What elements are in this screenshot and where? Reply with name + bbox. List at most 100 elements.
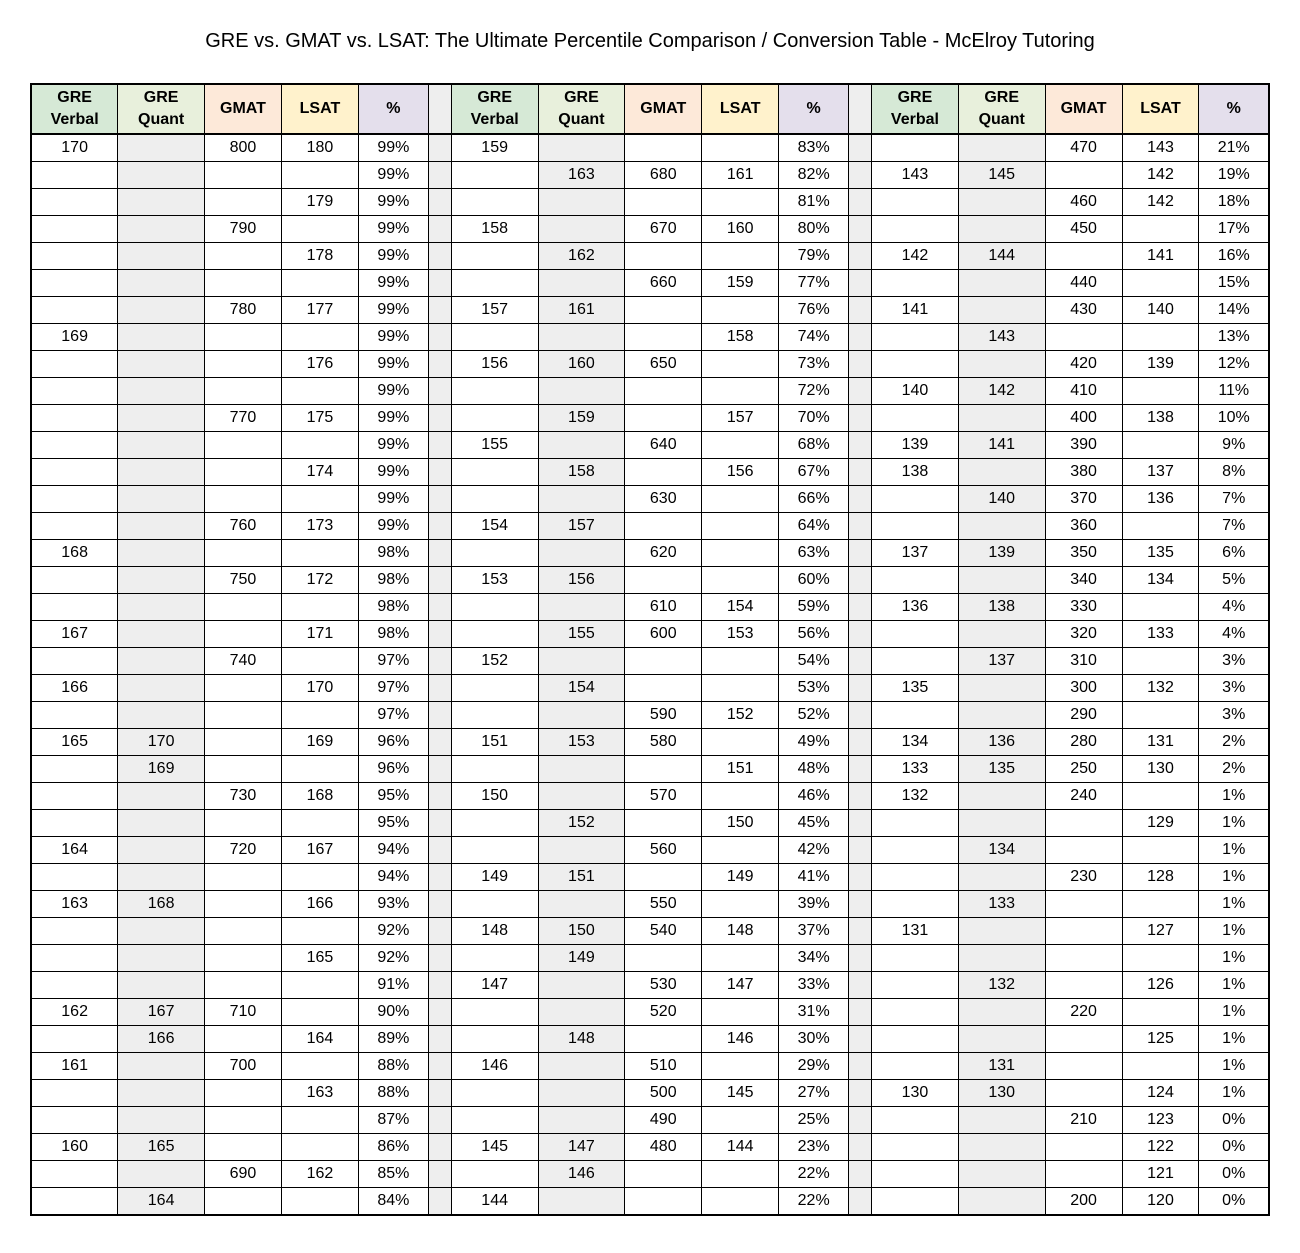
cell-percent: 3%: [1199, 675, 1269, 702]
cell-percent: 95%: [358, 810, 428, 837]
section-separator: [849, 864, 872, 891]
section-separator: [428, 1161, 451, 1188]
cell-lsat: [281, 432, 358, 459]
cell-lsat: [1122, 891, 1199, 918]
cell-lsat: 128: [1122, 864, 1199, 891]
col-header-percent: %: [779, 84, 849, 134]
cell-gre-quant: [958, 675, 1045, 702]
section-separator: [849, 1134, 872, 1161]
cell-gre-verbal: 140: [872, 378, 959, 405]
section-separator: [849, 270, 872, 297]
cell-gre-quant: [958, 1134, 1045, 1161]
cell-gre-quant: [538, 189, 625, 216]
cell-percent: 15%: [1199, 270, 1269, 297]
cell-percent: 99%: [358, 270, 428, 297]
cell-gre-verbal: 166: [31, 675, 118, 702]
cell-gmat: [625, 1188, 702, 1216]
cell-lsat: [1122, 270, 1199, 297]
cell-gre-verbal: 136: [872, 594, 959, 621]
cell-gre-verbal: 169: [31, 324, 118, 351]
cell-gre-verbal: 151: [451, 729, 538, 756]
cell-lsat: 141: [1122, 243, 1199, 270]
cell-gre-quant: [958, 216, 1045, 243]
cell-gmat: [1045, 837, 1122, 864]
cell-gre-quant: [958, 189, 1045, 216]
cell-gre-verbal: [451, 675, 538, 702]
cell-gmat: [625, 243, 702, 270]
cell-lsat: [702, 486, 779, 513]
cell-gre-verbal: [451, 1080, 538, 1107]
section-separator: [849, 189, 872, 216]
cell-gre-verbal: [31, 216, 118, 243]
cell-lsat: 158: [702, 324, 779, 351]
header-row: GRE Verbal GRE Quant GMAT LSAT % GRE Ver…: [31, 84, 1269, 134]
cell-gmat: 740: [205, 648, 282, 675]
section-separator: [849, 729, 872, 756]
cell-gmat: 560: [625, 837, 702, 864]
table-row: 16617097%15453%1353001323%: [31, 675, 1269, 702]
cell-lsat: [1122, 945, 1199, 972]
cell-percent: 99%: [358, 162, 428, 189]
cell-gmat: 570: [625, 783, 702, 810]
cell-lsat: [702, 567, 779, 594]
cell-gre-verbal: [31, 432, 118, 459]
cell-gmat: [1045, 1161, 1122, 1188]
cell-gmat: 620: [625, 540, 702, 567]
section-separator: [849, 648, 872, 675]
cell-percent: 99%: [358, 324, 428, 351]
cell-gre-quant: 133: [958, 891, 1045, 918]
cell-gre-verbal: [31, 810, 118, 837]
cell-gre-quant: [958, 1107, 1045, 1134]
table-row: 99%16368016182%14314514219%: [31, 162, 1269, 189]
cell-gre-verbal: [872, 864, 959, 891]
cell-gmat: [205, 1107, 282, 1134]
cell-lsat: [1122, 837, 1199, 864]
section-separator: [428, 378, 451, 405]
cell-percent: 94%: [358, 864, 428, 891]
cell-gre-quant: [538, 999, 625, 1026]
cell-gre-verbal: [872, 1188, 959, 1216]
cell-lsat: 164: [281, 1026, 358, 1053]
cell-lsat: [281, 1134, 358, 1161]
cell-percent: 99%: [358, 432, 428, 459]
cell-gre-quant: [118, 405, 205, 432]
table-row: 69016285%14622%1210%: [31, 1161, 1269, 1188]
cell-lsat: 162: [281, 1161, 358, 1188]
section-separator: [428, 351, 451, 378]
cell-percent: 16%: [1199, 243, 1269, 270]
cell-percent: 7%: [1199, 513, 1269, 540]
cell-gre-verbal: [872, 1026, 959, 1053]
cell-percent: 42%: [779, 837, 849, 864]
section-separator: [428, 405, 451, 432]
cell-gre-verbal: 137: [872, 540, 959, 567]
cell-gre-quant: 169: [118, 756, 205, 783]
cell-gre-quant: [538, 702, 625, 729]
section-separator: [849, 756, 872, 783]
cell-gmat: 490: [625, 1107, 702, 1134]
cell-lsat: 140: [1122, 297, 1199, 324]
cell-percent: 34%: [779, 945, 849, 972]
cell-lsat: [281, 324, 358, 351]
table-row: 17699%15616065073%42013912%: [31, 351, 1269, 378]
cell-gre-verbal: 163: [31, 891, 118, 918]
cell-lsat: 139: [1122, 351, 1199, 378]
cell-gmat: 200: [1045, 1188, 1122, 1216]
cell-gmat: [205, 270, 282, 297]
cell-gre-quant: [118, 432, 205, 459]
col-header-percent: %: [358, 84, 428, 134]
cell-gre-verbal: [451, 378, 538, 405]
cell-gmat: [205, 972, 282, 999]
section-separator: [849, 1107, 872, 1134]
cell-gre-verbal: [872, 324, 959, 351]
cell-gre-quant: [118, 702, 205, 729]
cell-lsat: [702, 243, 779, 270]
cell-gre-quant: 142: [958, 378, 1045, 405]
cell-lsat: [1122, 432, 1199, 459]
cell-percent: 27%: [779, 1080, 849, 1107]
cell-gre-quant: 153: [538, 729, 625, 756]
cell-gre-quant: [118, 486, 205, 513]
cell-lsat: [281, 918, 358, 945]
col-header-gmat: GMAT: [1045, 84, 1122, 134]
cell-percent: 2%: [1199, 729, 1269, 756]
col-header-lsat: LSAT: [281, 84, 358, 134]
